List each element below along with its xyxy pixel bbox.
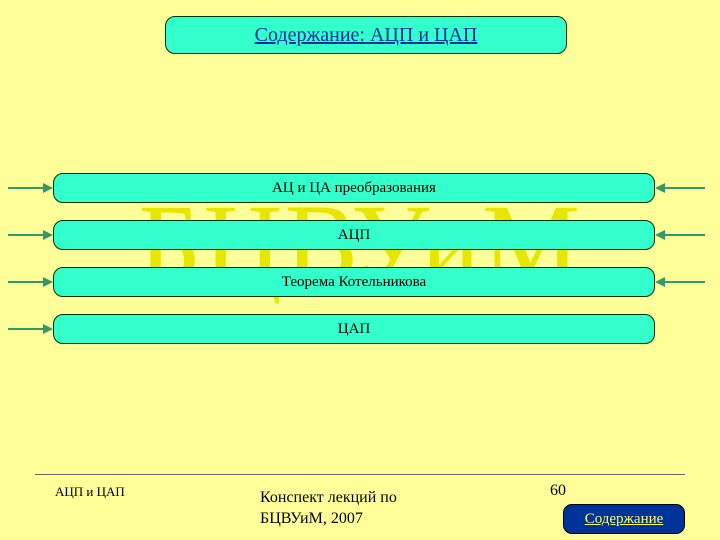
menu-item-ac-ca[interactable]: АЦ и ЦА преобразования <box>53 173 655 203</box>
contents-button-label: Содержание <box>585 511 664 528</box>
menu-item-acp[interactable]: АЦП <box>53 220 655 250</box>
menu-label: Теорема Котельникова <box>282 274 426 291</box>
menu-item-kotelnikov[interactable]: Теорема Котельникова <box>53 267 655 297</box>
connector-left-icon <box>8 231 53 239</box>
connector-right-icon <box>655 278 705 286</box>
menu-row: АЦП <box>0 220 720 252</box>
menu-row: ЦАП <box>0 314 720 346</box>
connector-left-icon <box>8 325 53 333</box>
menu-label: ЦАП <box>338 321 371 338</box>
menu-list: АЦ и ЦА преобразования АЦП Теорема Котел… <box>0 173 720 361</box>
menu-row: АЦ и ЦА преобразования <box>0 173 720 205</box>
menu-label: АЦ и ЦА преобразования <box>272 180 436 197</box>
contents-button[interactable]: Содержание <box>563 504 685 534</box>
menu-label: АЦП <box>338 227 371 244</box>
footer-source-text: Конспект лекций по БЦВУиМ, 2007 <box>260 488 460 530</box>
title-text: Содержание: АЦП и ЦАП <box>255 24 478 47</box>
footer-divider <box>35 474 685 475</box>
menu-item-cap[interactable]: ЦАП <box>53 314 655 344</box>
connector-left-icon <box>8 278 53 286</box>
connector-right-icon <box>655 184 705 192</box>
footer-section-label: АЦП и ЦАП <box>55 484 125 500</box>
menu-row: Теорема Котельникова <box>0 267 720 299</box>
connector-right-icon <box>655 231 705 239</box>
connector-left-icon <box>8 184 53 192</box>
title-bar[interactable]: Содержание: АЦП и ЦАП <box>165 16 567 54</box>
footer-page-number: 60 <box>550 482 566 500</box>
